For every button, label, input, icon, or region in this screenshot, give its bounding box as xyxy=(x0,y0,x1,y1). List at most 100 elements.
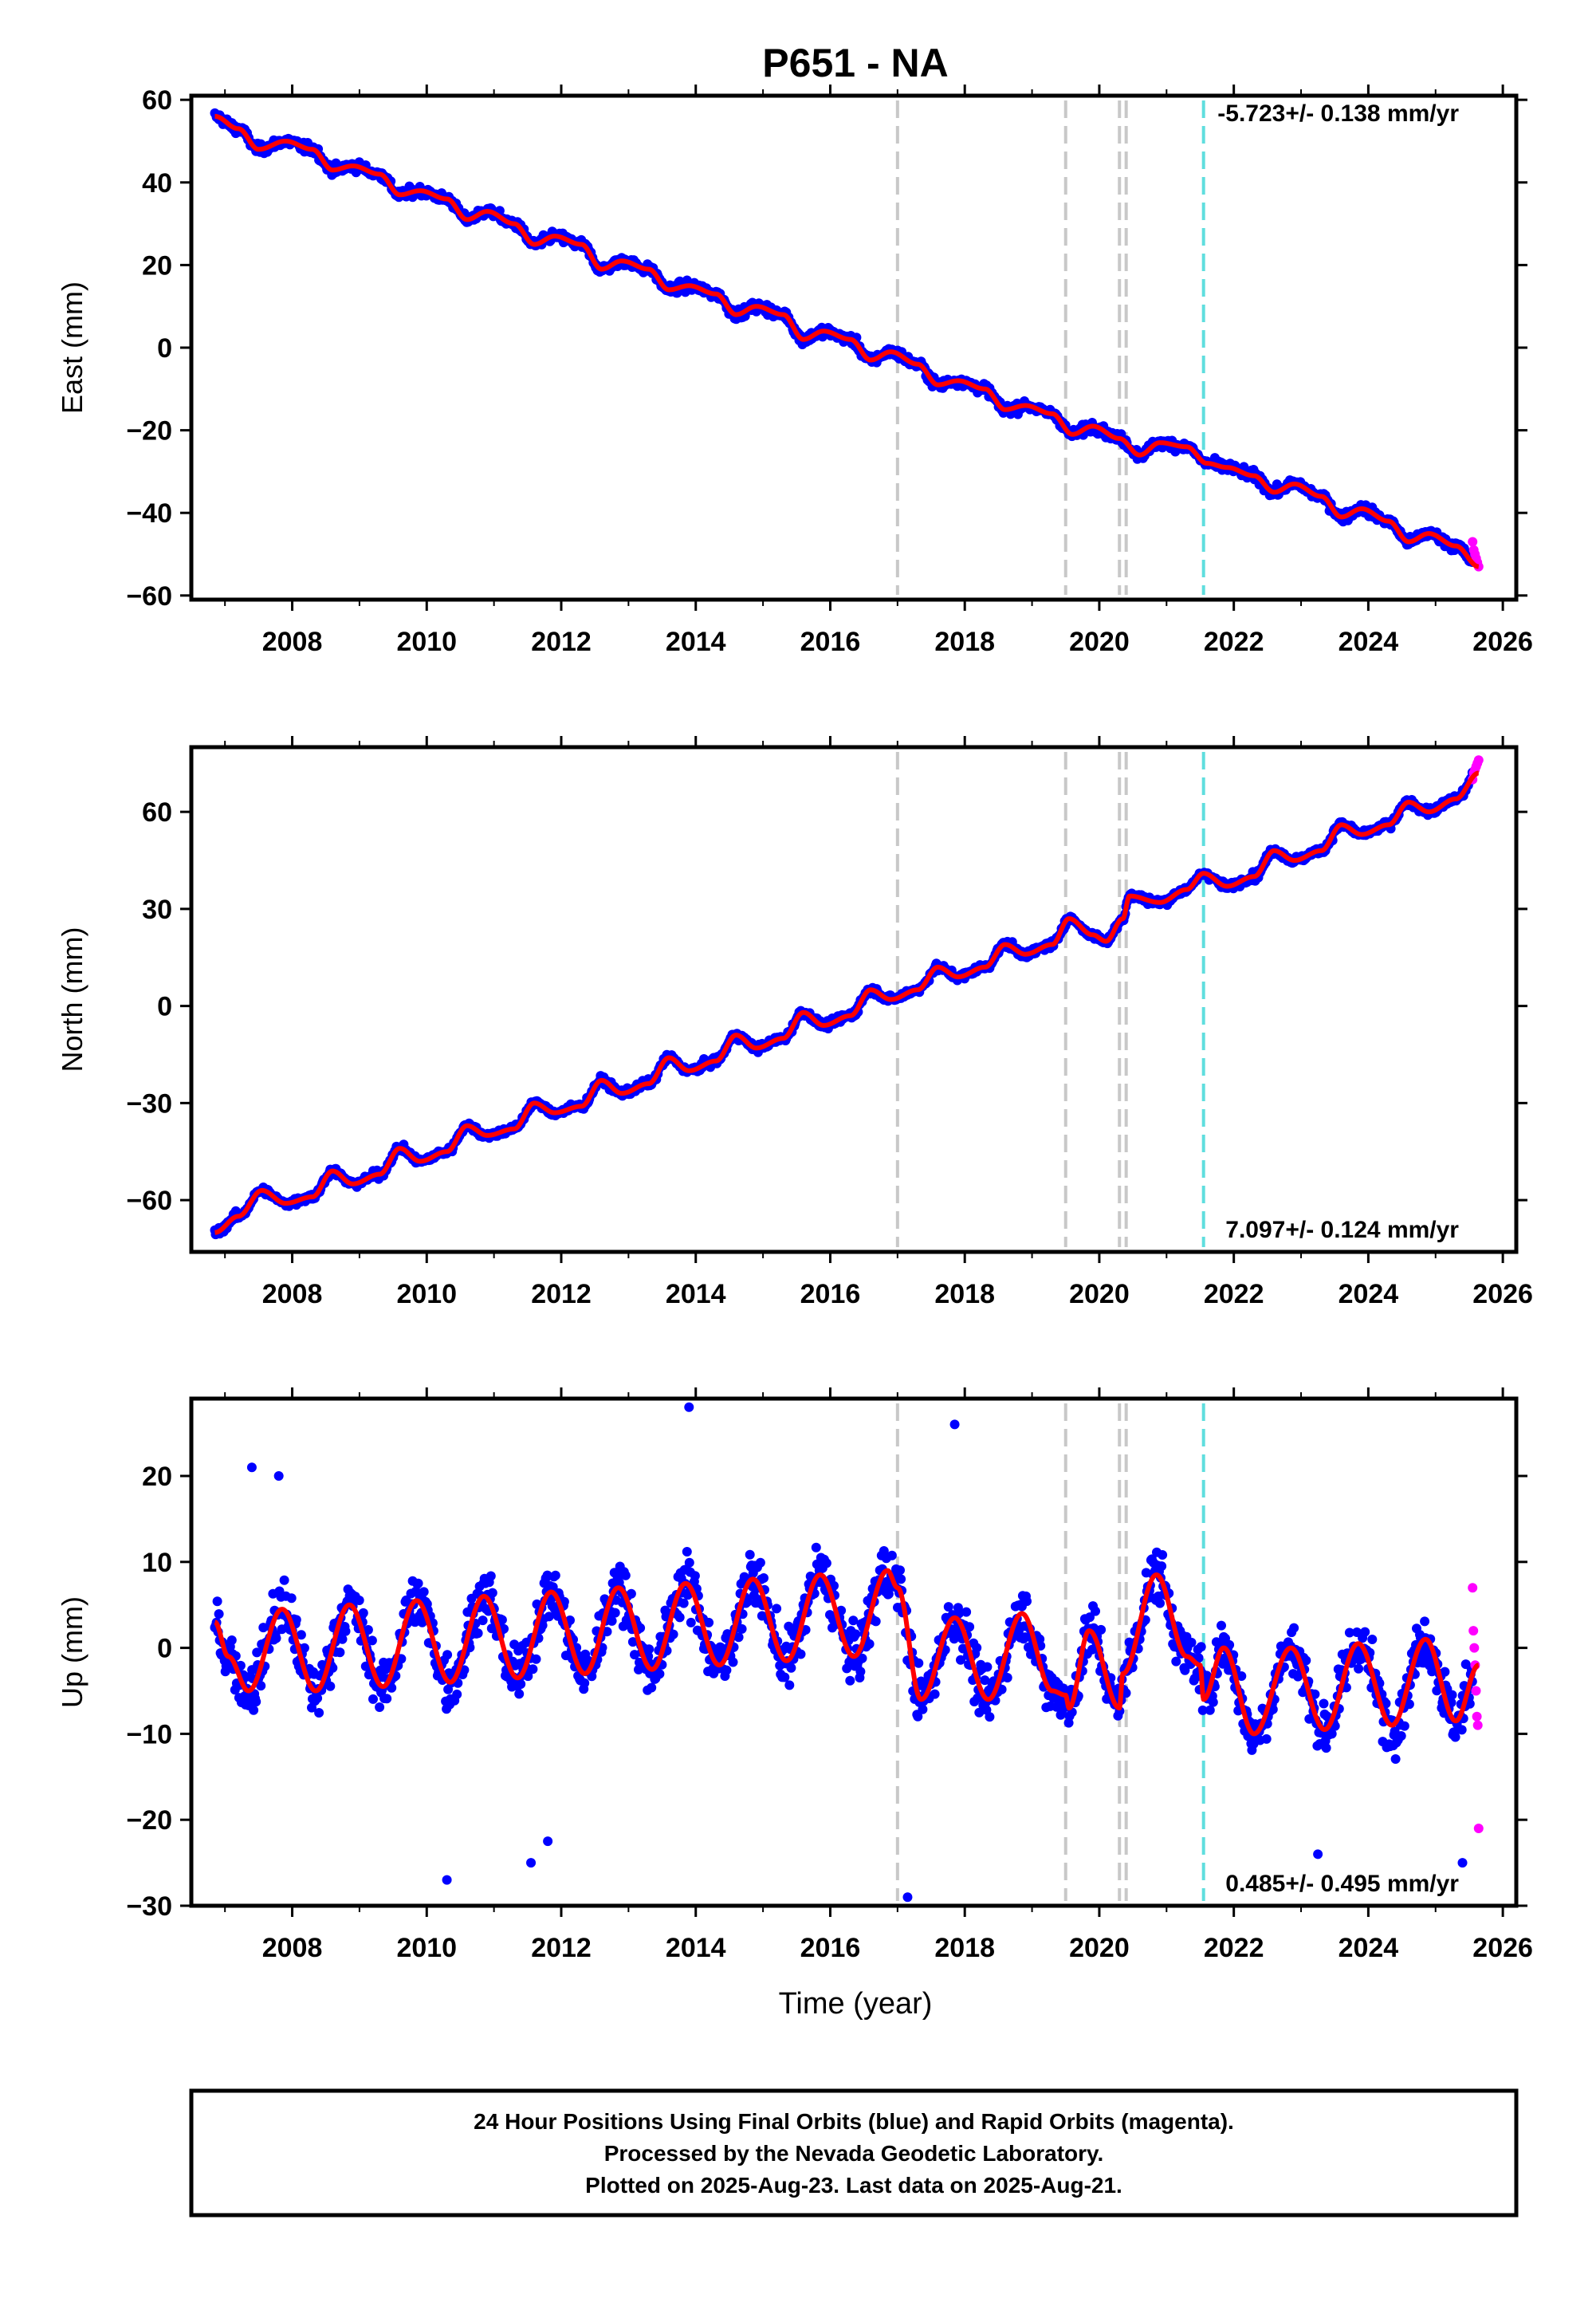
data-point xyxy=(686,1617,696,1627)
data-point xyxy=(949,1419,960,1430)
rapid-point xyxy=(1473,755,1484,765)
footer-line: Processed by the Nevada Geodetic Laborat… xyxy=(604,2141,1104,2166)
x-tick-label: 2008 xyxy=(262,1933,323,1963)
data-point xyxy=(811,1542,821,1553)
x-tick-label: 2018 xyxy=(934,627,995,657)
x-tick-label: 2012 xyxy=(531,627,592,657)
data-point xyxy=(1022,1596,1032,1607)
data-point xyxy=(914,1658,924,1668)
y-tick-label: 40 xyxy=(142,168,172,199)
x-tick-label: 2018 xyxy=(934,1279,995,1309)
data-point xyxy=(871,1616,881,1627)
final-orbit-points xyxy=(210,767,1477,1240)
data-point xyxy=(1456,1725,1467,1735)
data-point xyxy=(1002,1673,1012,1682)
x-tick-label: 2022 xyxy=(1204,1279,1264,1309)
x-tick-label: 2020 xyxy=(1069,1933,1130,1963)
y-tick-label: −40 xyxy=(126,498,172,529)
data-point xyxy=(419,1587,429,1597)
data-point xyxy=(918,1704,928,1714)
model-curve xyxy=(213,113,1480,569)
rapid-point xyxy=(1471,1686,1481,1696)
rapid-point xyxy=(1468,1583,1478,1593)
data-point xyxy=(684,1402,694,1412)
data-point xyxy=(354,1596,364,1605)
data-point xyxy=(745,1549,755,1560)
data-point xyxy=(684,1557,694,1568)
data-point xyxy=(647,1682,657,1693)
data-point xyxy=(1360,1627,1370,1637)
plot-area xyxy=(210,1402,1484,1903)
data-point xyxy=(644,1644,655,1655)
model-curve xyxy=(213,770,1480,1235)
x-tick-label: 2008 xyxy=(262,627,323,657)
y-tick-label: 0 xyxy=(157,333,172,364)
data-point xyxy=(1319,1698,1329,1709)
data-point xyxy=(286,1593,297,1604)
y-axis-label: North (mm) xyxy=(56,927,88,1072)
data-point xyxy=(682,1547,692,1556)
rapid-point xyxy=(1468,1626,1479,1636)
data-point xyxy=(1289,1623,1299,1633)
x-tick-label: 2022 xyxy=(1204,1933,1264,1963)
x-tick-label: 2010 xyxy=(396,1279,457,1309)
data-point xyxy=(886,1550,897,1560)
data-point xyxy=(251,1697,261,1707)
x-tick-label: 2014 xyxy=(666,1279,726,1309)
data-point xyxy=(620,1570,631,1580)
data-point xyxy=(855,1667,866,1677)
data-point xyxy=(382,1694,392,1704)
data-point xyxy=(531,1654,541,1664)
data-point xyxy=(1158,1550,1168,1560)
data-point xyxy=(1399,1721,1409,1731)
data-point xyxy=(1321,1743,1331,1753)
data-point xyxy=(930,1689,940,1699)
x-tick-label: 2026 xyxy=(1472,1933,1533,1963)
data-point xyxy=(442,1650,453,1660)
y-tick-label: −60 xyxy=(126,581,172,612)
data-point xyxy=(249,1705,259,1715)
data-point xyxy=(864,1639,875,1649)
x-tick-label: 2012 xyxy=(531,1933,592,1963)
data-point xyxy=(737,1623,747,1634)
data-point xyxy=(1390,1754,1401,1764)
data-point xyxy=(368,1694,378,1704)
data-point xyxy=(271,1633,281,1643)
y-tick-label: 20 xyxy=(142,250,172,281)
data-point xyxy=(543,1836,553,1847)
data-point xyxy=(1096,1624,1107,1635)
footer-box: 24 Hour Positions Using Final Orbits (bl… xyxy=(189,2088,1519,2218)
data-point xyxy=(690,1571,700,1581)
y-tick-label: −20 xyxy=(126,416,172,447)
data-point xyxy=(214,1609,224,1619)
data-point xyxy=(1208,1697,1218,1707)
plot-area xyxy=(210,100,1484,595)
x-tick-label: 2008 xyxy=(262,1279,323,1309)
data-point xyxy=(487,1588,497,1598)
data-point xyxy=(478,1615,488,1626)
x-tick-label: 2024 xyxy=(1339,1933,1399,1963)
plot-area xyxy=(210,752,1484,1247)
data-point xyxy=(1447,1690,1457,1700)
x-tick-label: 2012 xyxy=(531,1279,592,1309)
data-point xyxy=(314,1708,324,1718)
x-tick-label: 2016 xyxy=(800,1933,861,1963)
y-tick-label: 0 xyxy=(157,1634,172,1664)
data-point xyxy=(514,1689,525,1699)
data-point xyxy=(1196,1642,1206,1652)
data-point xyxy=(473,1628,483,1639)
data-point xyxy=(1155,1598,1165,1608)
y-axis-label: Up (mm) xyxy=(56,1596,88,1708)
x-tick-label: 2014 xyxy=(666,627,726,657)
y-tick-label: −10 xyxy=(126,1719,172,1749)
data-point xyxy=(1186,1637,1197,1647)
data-point xyxy=(375,1702,385,1712)
data-point xyxy=(845,1675,855,1686)
y-tick-label: 20 xyxy=(142,1462,172,1492)
data-point xyxy=(796,1649,806,1659)
data-point xyxy=(246,1462,257,1473)
data-point xyxy=(413,1578,423,1588)
